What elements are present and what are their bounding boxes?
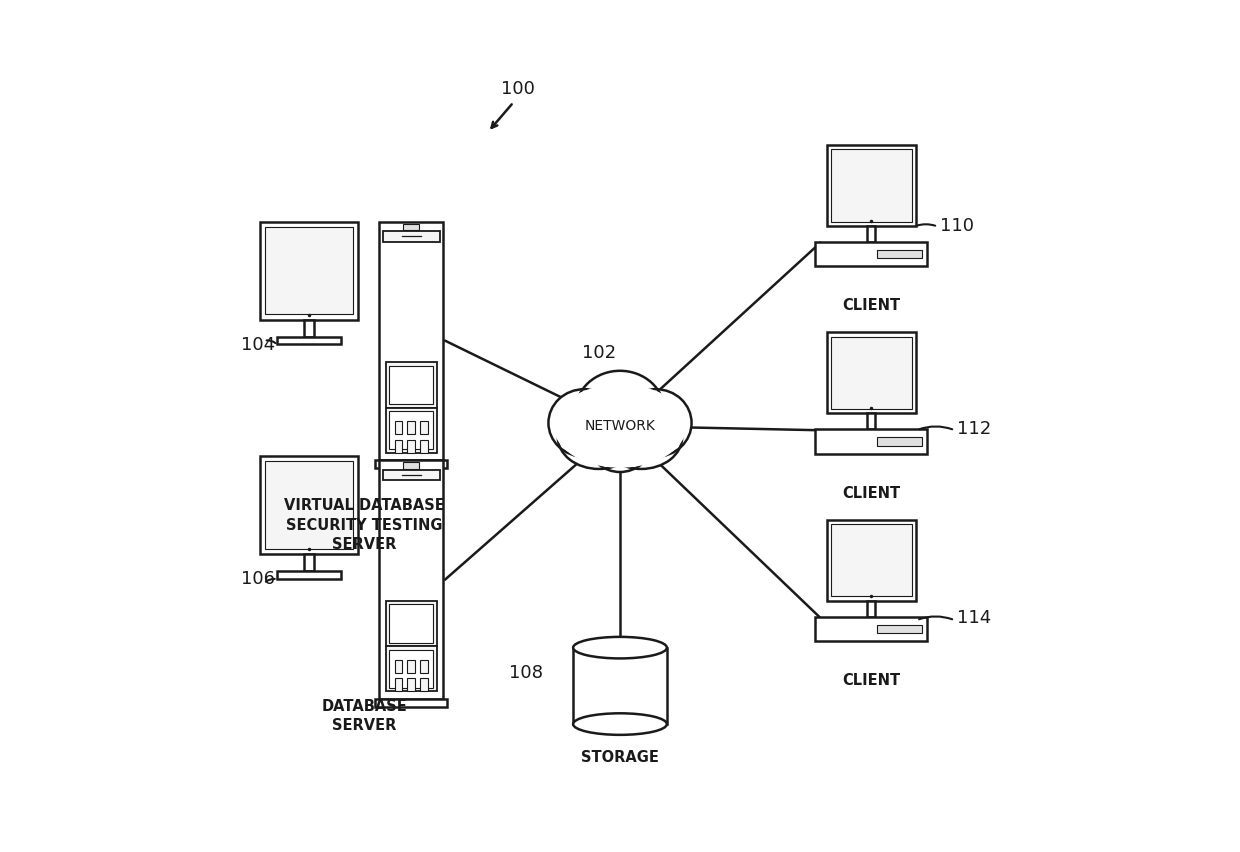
Bar [408,659,415,672]
Bar [867,601,875,617]
Bar [304,554,314,572]
Bar [403,463,419,469]
Bar [278,337,341,344]
Ellipse shape [553,384,687,468]
Ellipse shape [589,417,651,472]
Text: 112: 112 [956,419,991,438]
Bar [573,648,667,724]
Bar [816,429,928,453]
Bar [816,617,928,641]
Bar [827,145,916,226]
Bar [408,678,415,692]
Text: NETWORK: NETWORK [584,419,656,433]
Text: CLIENT: CLIENT [842,486,900,501]
Bar [376,699,448,707]
Bar [403,224,419,230]
Bar [831,149,911,222]
Text: DATABASE
SERVER: DATABASE SERVER [321,699,407,733]
Text: 102: 102 [582,344,616,362]
Bar [394,421,403,434]
Text: 104: 104 [241,336,275,354]
Text: 108: 108 [510,664,543,682]
Bar [827,520,916,601]
Bar [867,413,875,429]
Text: 110: 110 [940,216,973,235]
Bar [382,469,440,481]
Bar [420,421,428,434]
Bar [877,250,921,258]
Text: 106: 106 [241,570,275,589]
Bar [831,524,911,596]
Bar [394,678,403,692]
Ellipse shape [575,371,665,451]
Bar [379,460,443,699]
Bar [265,461,353,549]
Bar [265,227,353,314]
Bar [389,366,433,404]
Bar [376,460,448,469]
Text: CLIENT: CLIENT [842,298,900,314]
Bar [877,437,921,446]
Bar [389,412,433,449]
Bar [386,646,436,692]
Bar [420,678,428,692]
Bar [867,226,875,242]
Bar [408,421,415,434]
Ellipse shape [558,406,640,469]
Ellipse shape [620,389,692,457]
Bar [278,572,341,579]
Bar [389,604,433,642]
Bar [420,440,428,453]
Bar [386,407,436,453]
Bar [816,242,928,266]
Ellipse shape [573,713,667,734]
Bar [877,625,921,633]
Text: 100: 100 [501,80,534,99]
Bar [260,456,358,554]
Bar [386,601,436,646]
Ellipse shape [600,406,682,469]
Bar [827,332,916,413]
Text: 114: 114 [956,608,991,627]
Ellipse shape [548,389,620,457]
Bar [386,362,436,407]
Bar [831,337,911,409]
Bar [382,231,440,242]
Bar [420,659,428,672]
Bar [379,222,443,460]
Bar [389,650,433,688]
Bar [394,659,403,672]
Text: STORAGE: STORAGE [582,750,658,765]
Bar [260,222,358,320]
Text: VIRTUAL DATABASE
SECURITY TESTING
SERVER: VIRTUAL DATABASE SECURITY TESTING SERVER [284,498,445,552]
Text: CLIENT: CLIENT [842,673,900,688]
Bar [408,440,415,453]
Bar [394,440,403,453]
Bar [304,320,314,337]
Ellipse shape [573,637,667,659]
